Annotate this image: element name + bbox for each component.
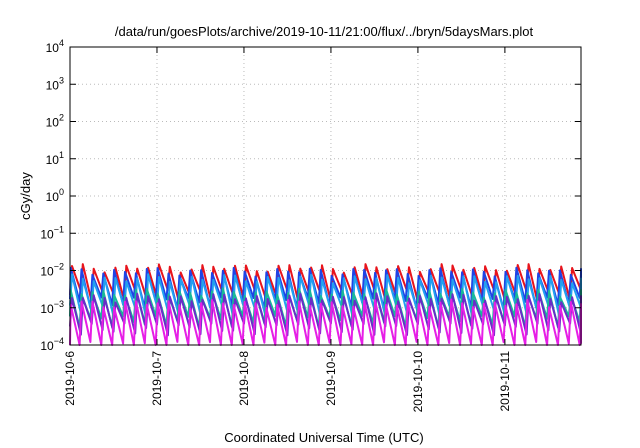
- y-tick-label: 10−4: [40, 336, 64, 353]
- chart-title: /data/run/goesPlots/archive/2019-10-11/2…: [115, 24, 534, 39]
- x-tick-label: 2019-10-11: [498, 351, 512, 412]
- x-tick-label: 2019-10-10: [411, 351, 425, 413]
- y-tick-label: 10−3: [40, 299, 64, 316]
- y-tick-label: 10−1: [40, 224, 64, 241]
- y-tick-label: 102: [46, 113, 64, 130]
- y-tick-label: 101: [46, 150, 64, 167]
- series-group: [69, 263, 582, 346]
- x-tick-label: 2019-10-7: [150, 351, 164, 406]
- y-axis: 104 103 102 101 100 10−1 10−2 10−3 10−4: [40, 38, 581, 353]
- y-tick-label: 103: [46, 75, 64, 92]
- y-tick-label: 100: [46, 187, 64, 204]
- y-axis-label: cGy/day: [18, 172, 33, 220]
- series-line: [69, 298, 582, 346]
- x-tick-label: 2019-10-8: [237, 351, 251, 406]
- y-tick-label: 104: [46, 38, 64, 55]
- x-tick-label: 2019-10-6: [63, 351, 77, 406]
- series-line: [69, 266, 582, 311]
- x-tick-label: 2019-10-9: [324, 351, 338, 406]
- series-line: [69, 292, 582, 337]
- x-axis-label: Coordinated Universal Time (UTC): [224, 430, 423, 445]
- y-tick-label: 10−2: [40, 262, 64, 279]
- series-line: [69, 273, 582, 319]
- x-axis: 2019-10-6 2019-10-7 2019-10-8 2019-10-9 2019…: [63, 47, 512, 412]
